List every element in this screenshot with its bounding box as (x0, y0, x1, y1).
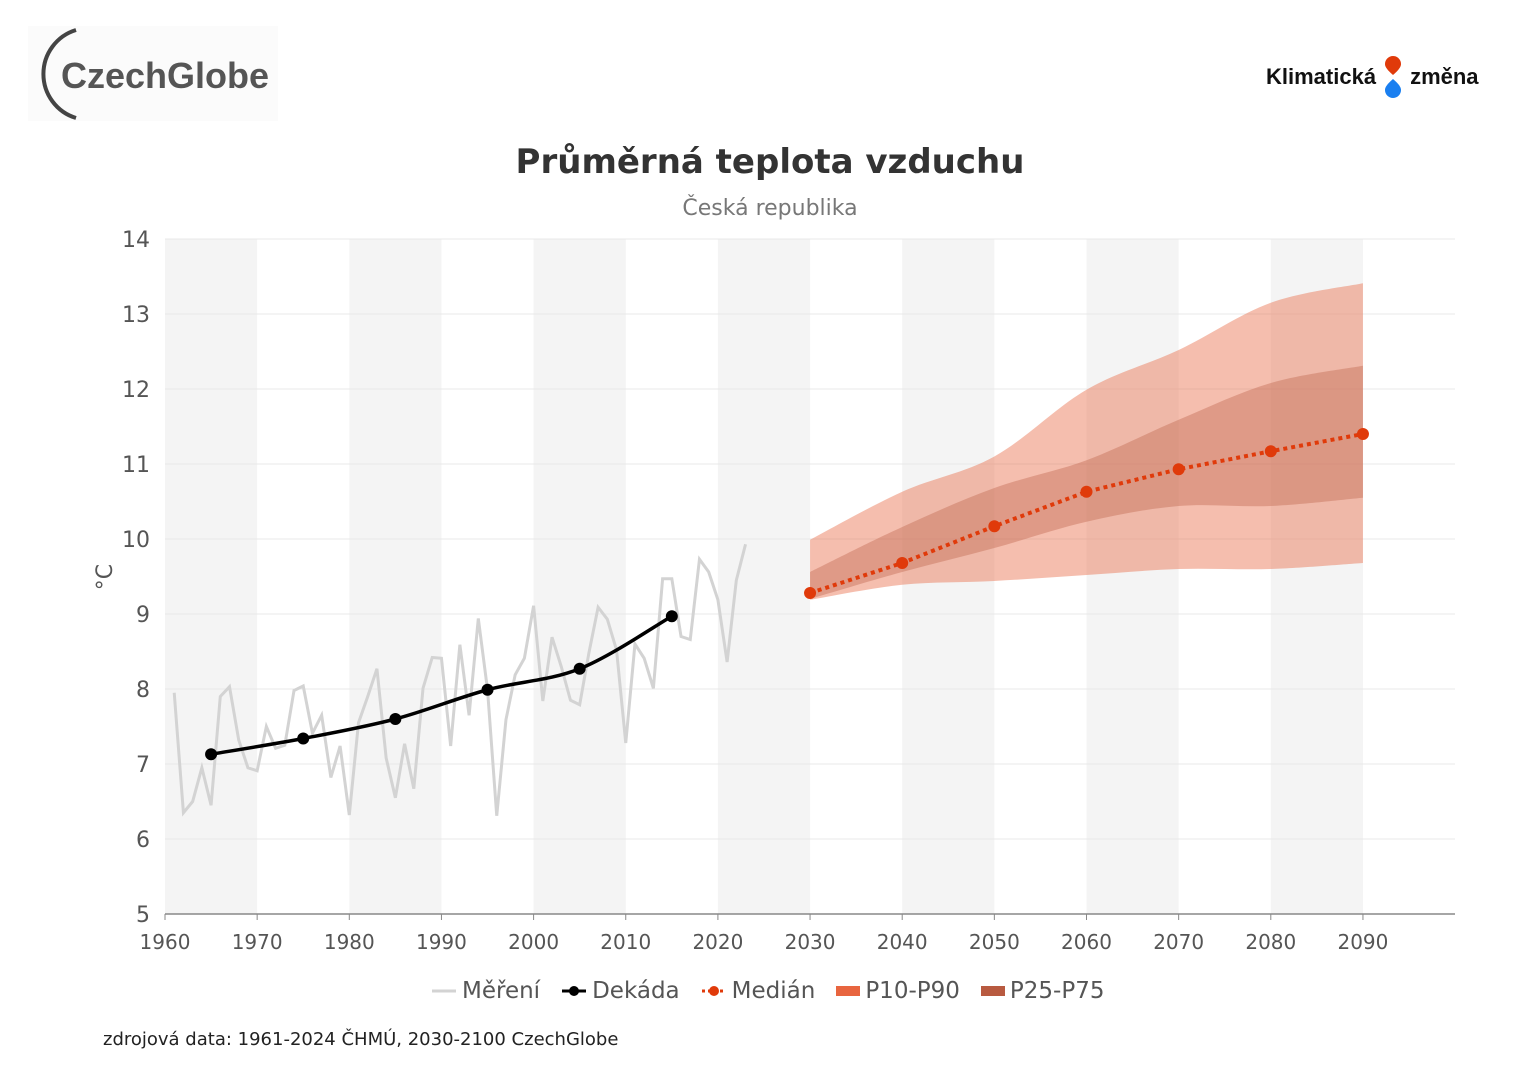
decade-point (297, 732, 310, 745)
x-tick-label: 2040 (877, 930, 928, 954)
decade-line (210, 614, 673, 756)
chart-subtitle: Česká republika (682, 196, 858, 221)
logo-text-b: změna (1410, 64, 1479, 89)
legend-item-measured: Měření (430, 978, 540, 1004)
x-tick-label: 2070 (1153, 930, 1204, 954)
decade-stripe (165, 239, 258, 914)
x-tick-label: 2080 (1245, 930, 1296, 954)
x-tick-label: 1980 (324, 930, 375, 954)
decade-point (573, 662, 586, 675)
x-tick-label: 1990 (416, 930, 467, 954)
decade-stripe (902, 239, 995, 914)
x-tick-label: 2090 (1337, 930, 1388, 954)
x-tick-label: 2030 (785, 930, 836, 954)
decade-stripe (1086, 239, 1179, 914)
decade-stripe (1270, 239, 1363, 914)
y-tick-label: 10 (122, 528, 150, 553)
decade-point (481, 683, 494, 696)
legend-item-p10-p90: P10-P90 (835, 978, 960, 1004)
y-tick-label: 7 (136, 753, 150, 778)
y-tick-label: 9 (136, 603, 150, 628)
decade-point (665, 610, 678, 623)
legend-item-p25-p75: P25-P75 (980, 978, 1105, 1004)
y-tick-label: 12 (122, 378, 150, 403)
legend: Měření Dekáda Medián P10-P90 P25-P75 (430, 978, 1124, 1004)
decade-point (205, 748, 218, 761)
decade-stripe (717, 239, 811, 914)
legend-item-decade: Dekáda (560, 978, 680, 1004)
legend-label: Dekáda (592, 978, 680, 1004)
y-tick-label: 8 (136, 678, 150, 703)
median-point (896, 557, 909, 569)
legend-item-median: Medián (700, 978, 816, 1004)
decade-point (389, 713, 402, 725)
legend-median-icon (701, 986, 726, 996)
legend-p10-p90-icon (836, 986, 861, 996)
x-tick-label: 2020 (692, 930, 743, 954)
chart-title: Průměrná teplota vzduchu (515, 142, 1025, 182)
klimaticka-zmena-logo: Klimatická změna (1266, 55, 1479, 99)
legend-label: Měření (462, 978, 541, 1004)
logo-text-a: Klimatická (1266, 64, 1377, 89)
legend-label: P10-P90 (865, 978, 960, 1004)
droplets-icon (1385, 56, 1402, 98)
legend-label: Medián (731, 978, 816, 1004)
source-note: zdrojová data: 1961-2024 ČHMÚ, 2030-2100… (103, 1029, 619, 1050)
x-tick-label: 2050 (969, 930, 1020, 954)
band-p10-p90 (810, 283, 1363, 600)
median-point (1172, 463, 1185, 476)
measured-line (172, 543, 747, 817)
czechglobe-logo-text: CzechGlobe (61, 55, 269, 96)
median-point (988, 520, 1001, 533)
median-point (1080, 485, 1093, 498)
y-tick-label: 6 (136, 828, 150, 853)
median-point (804, 587, 817, 599)
x-tick-label: 2010 (600, 930, 651, 954)
median-point (1356, 428, 1369, 440)
legend-measured-icon (432, 989, 456, 993)
x-tick-label: 1960 (140, 930, 191, 954)
median-point (1264, 445, 1277, 458)
legend-p25-p75-icon (980, 986, 1005, 996)
y-tick-label: 14 (122, 228, 150, 253)
decade-stripe (533, 239, 626, 914)
y-tick-label: 5 (136, 903, 150, 928)
x-tick-label: 2000 (508, 930, 559, 954)
x-tick-label: 1970 (232, 930, 283, 954)
y-tick-label: 11 (122, 453, 150, 478)
legend-decade-icon (562, 986, 587, 996)
y-axis-label: °C (93, 564, 118, 590)
x-tick-label: 2060 (1061, 930, 1112, 954)
legend-label: P25-P75 (1009, 978, 1105, 1004)
band-p25-p75 (810, 365, 1363, 599)
decade-stripe (349, 239, 442, 914)
y-tick-label: 13 (122, 303, 150, 328)
czechglobe-logo: CzechGlobe (28, 26, 278, 121)
